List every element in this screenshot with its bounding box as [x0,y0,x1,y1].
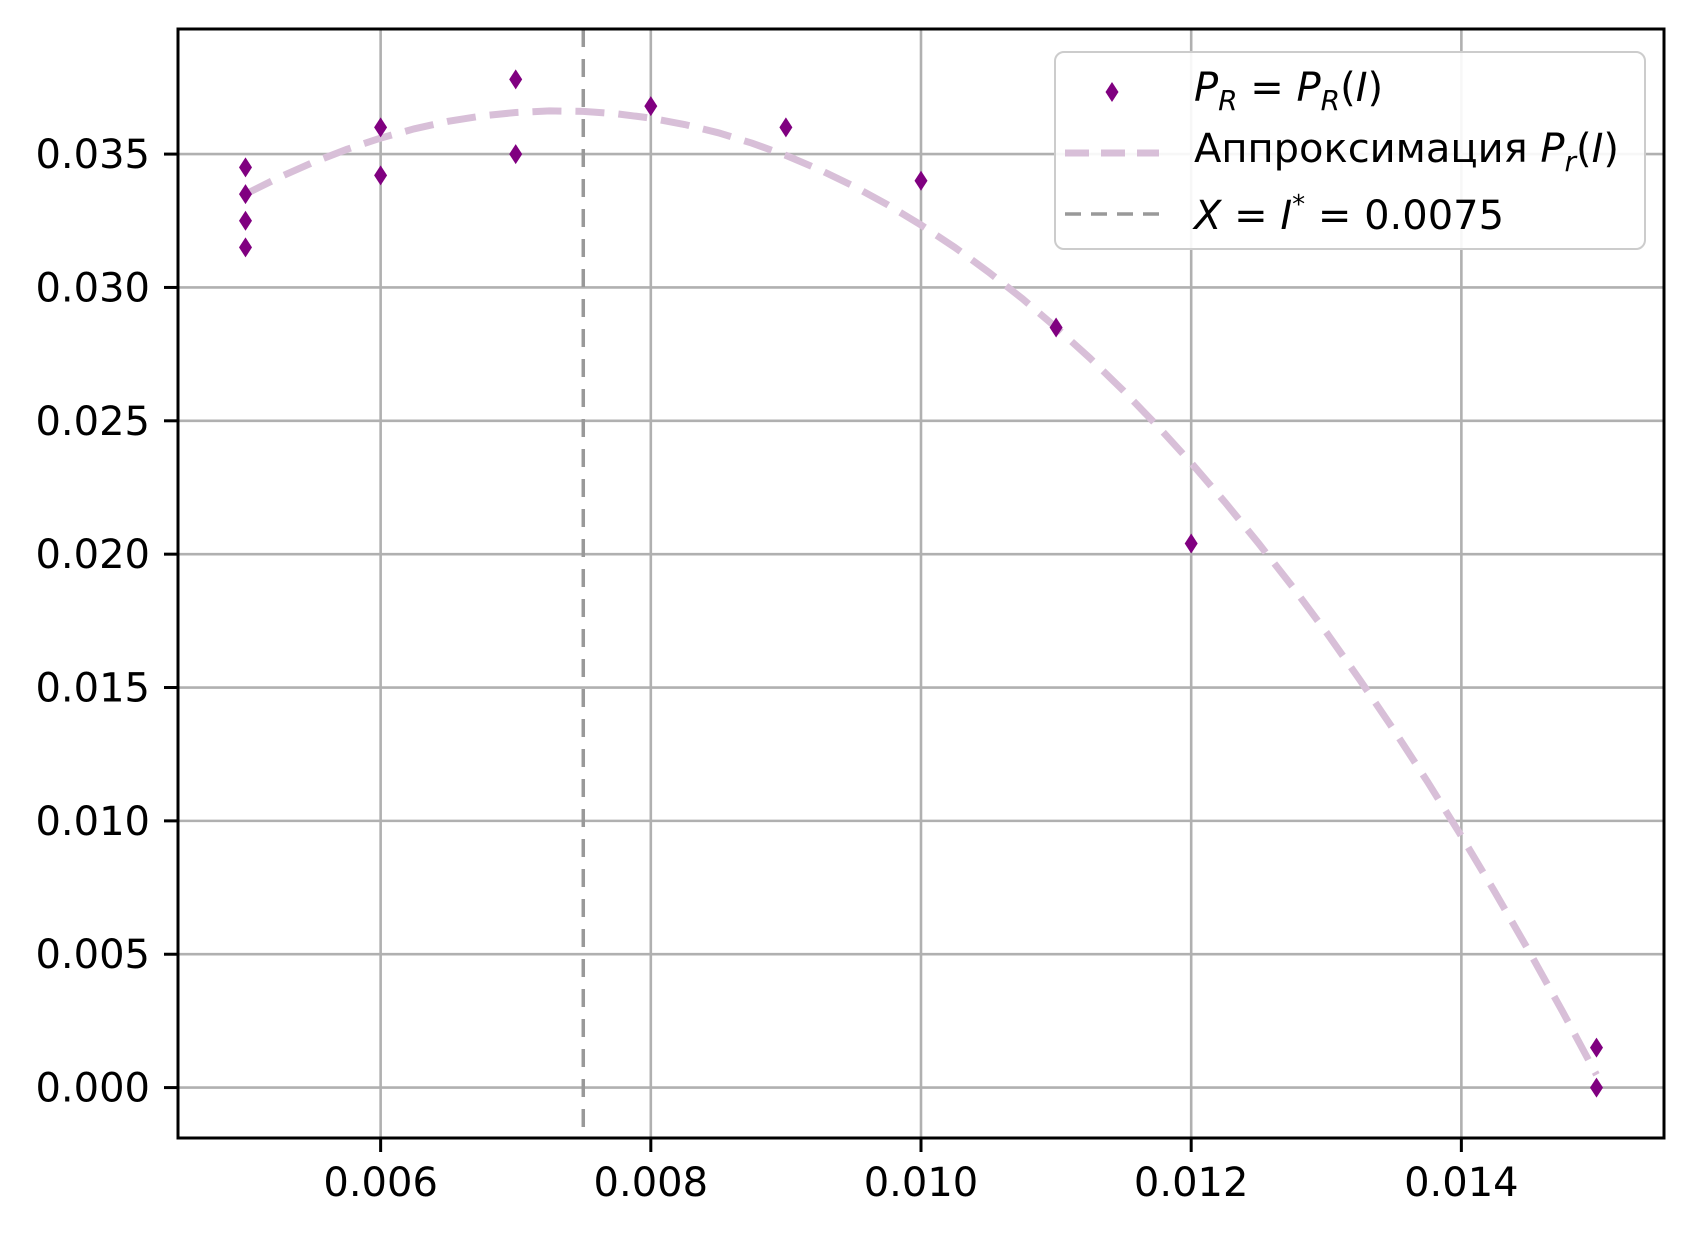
scatter-point [1184,533,1198,554]
legend-item-1: Аппроксимация Pr(I) [1056,122,1644,183]
scatter-point [914,170,928,191]
scatter-point [1590,1037,1603,1058]
legend-dashed-line-icon [1065,149,1159,156]
scatter-point [509,144,523,165]
legend-item-0: PR = PR(I) [1056,61,1644,122]
x-tick-label: 0.006 [323,1160,438,1206]
x-tick-label: 0.012 [1134,1160,1249,1206]
y-tick-label: 0.005 [35,932,150,978]
legend-label-2: X = I* = 0.0075 [1194,189,1505,239]
y-tick-label: 0.035 [35,132,150,178]
legend-item-2: X = I* = 0.0075 [1056,183,1644,244]
scatter-point [239,157,252,178]
y-tick-label: 0.015 [35,666,150,712]
y-tick-label: 0.010 [35,799,150,845]
scatter-point [644,96,658,117]
scatter-point [239,237,252,258]
x-tick-label: 0.010 [864,1160,979,1206]
legend-sample-diamond [1056,64,1168,120]
scatter-point [374,165,388,186]
x-tick-label: 0.014 [1404,1160,1519,1206]
legend-sample-dash-thin [1056,186,1168,242]
legend-label-0: PR = PR(I) [1194,65,1384,117]
legend-box: PR = PR(I) Аппроксимация Pr(I) X = I* = 0.… [1054,51,1646,250]
scatter-point [779,117,793,138]
scatter-point [1590,1077,1603,1098]
y-tick-label: 0.000 [35,1066,150,1112]
legend-sample-dash-thick [1056,125,1168,181]
y-tick-label: 0.020 [35,532,150,578]
scatter-point [509,69,523,90]
approximation-curve [243,107,1600,1077]
scatter-point [374,117,388,138]
legend-label-1: Аппроксимация Pr(I) [1194,126,1620,178]
legend-dashed-vline-icon [1065,211,1159,216]
y-tick-label: 0.025 [35,399,150,445]
scatter-point [239,184,252,205]
legend-diamond-marker-icon [1105,81,1119,102]
x-tick-label: 0.008 [594,1160,709,1206]
scatter-point [1049,317,1063,338]
y-tick-label: 0.030 [35,265,150,311]
scatter-point [239,210,252,231]
